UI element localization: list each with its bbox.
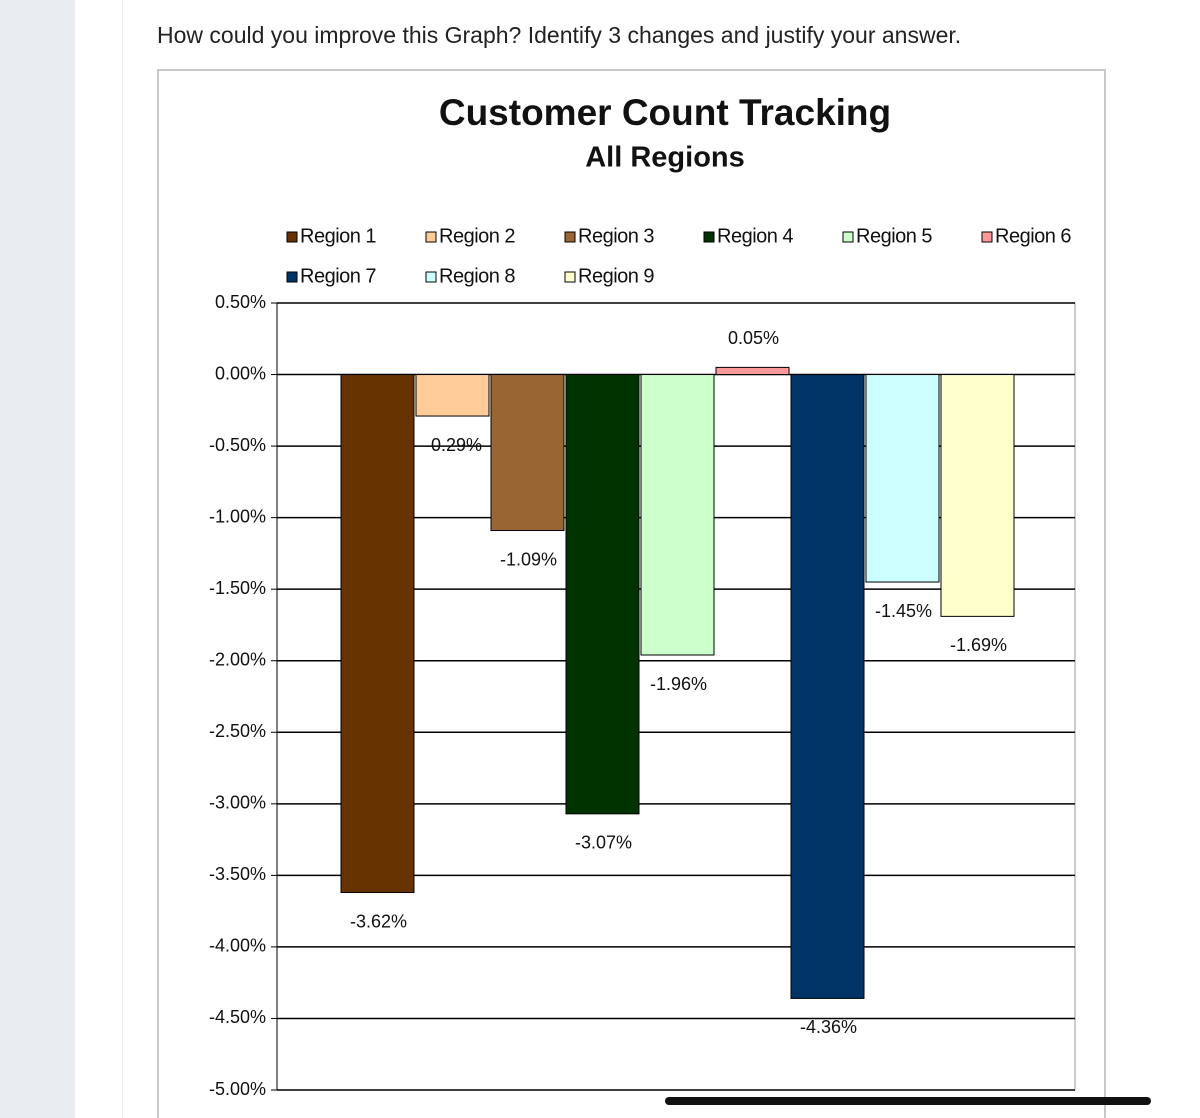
y-tick-label: -2.00%	[209, 649, 266, 669]
divider	[122, 0, 123, 1118]
legend-label: Region 7	[300, 265, 376, 287]
bar	[940, 374, 1015, 617]
legend-label: Region 2	[439, 225, 515, 247]
legend-swatch	[425, 271, 437, 283]
legend-swatch	[286, 231, 298, 243]
legend-swatch	[425, 231, 437, 243]
value-label: -1.09%	[500, 549, 557, 569]
bar	[640, 374, 715, 656]
bar	[415, 374, 490, 417]
legend-swatch	[842, 231, 854, 243]
value-label: -1.69%	[950, 635, 1007, 655]
y-tick-label: -1.00%	[209, 506, 266, 526]
value-label: -1.96%	[650, 674, 707, 694]
bar	[715, 366, 790, 376]
legend-swatch	[703, 231, 715, 243]
chart-frame	[157, 69, 1106, 1118]
question: How could you improve this Graph? Identi…	[157, 22, 962, 48]
scrollbar	[665, 1097, 1151, 1105]
value-label: -3.07%	[575, 833, 632, 853]
legend-swatch	[286, 271, 298, 283]
legend-label: Region 6	[995, 225, 1071, 247]
sidebar	[0, 0, 75, 1118]
y-tick-label: 0.00%	[215, 363, 266, 383]
value-label: -4.36%	[800, 1017, 857, 1037]
bar	[790, 374, 865, 999]
y-tick-label: 0.50%	[215, 292, 266, 312]
value-label: -1.45%	[875, 601, 932, 621]
legend-label: Region 8	[439, 265, 515, 287]
legend-label: Region 1	[300, 225, 376, 247]
chart-subtitle: All Regions	[585, 142, 745, 174]
bar	[490, 374, 565, 532]
legend-label: Region 4	[717, 225, 793, 247]
legend-swatch	[564, 271, 576, 283]
value-label: -0.29%	[425, 435, 482, 455]
legend-swatch	[981, 231, 993, 243]
y-tick-label: -0.50%	[209, 435, 266, 455]
value-label: -3.62%	[350, 911, 407, 931]
bar	[865, 374, 940, 583]
legend-label: Region 5	[856, 225, 932, 247]
value-label: 0.05%	[728, 328, 779, 348]
y-tick-label: -1.50%	[209, 578, 266, 598]
chart-title: Customer Count Tracking	[439, 92, 891, 133]
y-tick-label: -2.50%	[209, 721, 266, 741]
legend-label: Region 9	[578, 265, 654, 287]
legend-swatch	[564, 231, 576, 243]
legend-label: Region 3	[578, 225, 654, 247]
y-tick-label: -4.00%	[209, 936, 266, 956]
y-tick-label: -3.00%	[209, 793, 266, 813]
bar	[565, 374, 640, 815]
y-tick-label: -5.00%	[209, 1079, 266, 1099]
bar	[340, 374, 415, 894]
y-tick-label: -3.50%	[209, 864, 266, 884]
y-tick-label: -4.50%	[209, 1007, 266, 1027]
